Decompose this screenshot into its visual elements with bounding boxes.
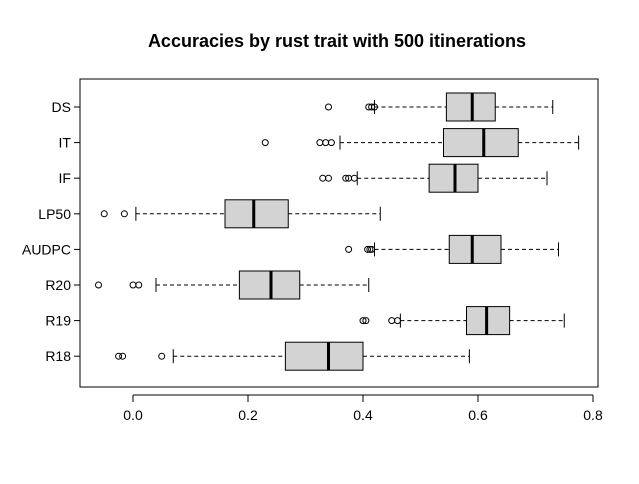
outlier-point [342, 174, 350, 182]
x-tick-label: 0.8 [583, 407, 603, 423]
category-label-audpc: AUDPC [22, 241, 71, 257]
category-label-ds: DS [52, 99, 71, 115]
box-r18 [115, 341, 470, 371]
outlier-point [368, 245, 376, 253]
outlier-point [95, 281, 102, 289]
outlier-point [100, 210, 108, 218]
outlier-point [129, 281, 137, 289]
x-tick-label: 0.0 [123, 407, 143, 423]
box-iqr [284, 341, 364, 371]
plot-frame [79, 78, 599, 388]
box-iqr [224, 199, 289, 229]
box-ds [325, 92, 554, 122]
outlier-point [327, 139, 335, 147]
outlier-point [350, 174, 358, 182]
outlier-point [362, 317, 370, 325]
category-label-if: IF [59, 170, 71, 186]
category-label-r20: R20 [45, 277, 71, 293]
outlier-point [325, 174, 332, 182]
box-it [261, 128, 580, 158]
outlier-point [345, 245, 353, 253]
x-tick-label: 0.4 [353, 407, 373, 423]
outlier-point [115, 352, 123, 360]
box-audpc [345, 234, 559, 264]
chart-title: Accuracies by rust trait with 500 itiner… [148, 31, 526, 51]
box-if [319, 163, 548, 193]
outlier-point [364, 245, 372, 253]
category-label-lp50: LP50 [38, 206, 71, 222]
box-r19 [359, 306, 565, 336]
box-iqr [448, 234, 502, 264]
outlier-point [368, 103, 376, 111]
category-label-it: IT [59, 135, 72, 151]
outlier-point [120, 210, 128, 218]
outlier-point [322, 139, 330, 147]
category-labels: DS IT IF LP50 AUDPC R20 R19 R18 [22, 99, 80, 364]
box-r20 [95, 270, 370, 300]
outlier-point [319, 174, 327, 182]
box-lp50 [100, 199, 381, 229]
x-axis: 0.0 0.2 0.4 0.6 0.8 [123, 394, 603, 423]
outlier-point [261, 139, 269, 147]
outlier-point [359, 317, 367, 325]
outlier-point [388, 317, 396, 325]
outlier-point [158, 352, 166, 360]
outlier-point [325, 103, 332, 111]
outlier-point [316, 139, 324, 147]
outlier-point [394, 317, 401, 325]
outlier-point [119, 352, 127, 360]
outlier-point [371, 103, 378, 111]
category-label-r18: R18 [45, 348, 71, 364]
outlier-point [135, 281, 143, 289]
box-iqr [443, 128, 519, 158]
boxes-group [95, 92, 580, 371]
x-tick-label: 0.2 [238, 407, 258, 423]
category-label-r19: R19 [45, 313, 71, 329]
x-tick-label: 0.6 [468, 407, 488, 423]
